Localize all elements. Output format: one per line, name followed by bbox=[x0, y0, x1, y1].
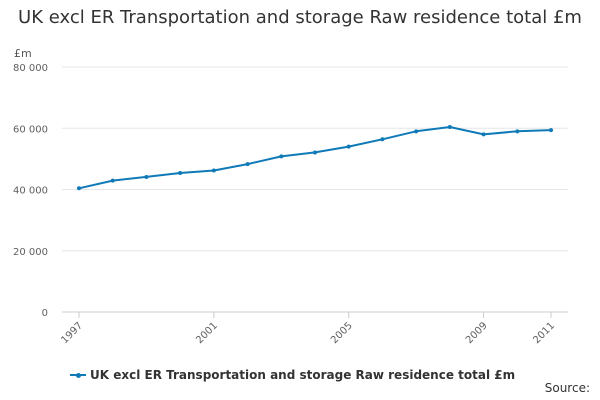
data-point bbox=[346, 144, 351, 149]
source-label: Source: bbox=[544, 381, 590, 395]
data-point bbox=[178, 170, 183, 175]
y-axis-unit-label: £m bbox=[14, 47, 32, 60]
data-point bbox=[245, 162, 250, 167]
legend-label: UK excl ER Transportation and storage Ra… bbox=[90, 368, 516, 382]
data-point bbox=[380, 137, 385, 142]
data-point bbox=[211, 168, 216, 173]
data-point bbox=[144, 174, 149, 179]
x-tick-label: 2009 bbox=[464, 320, 490, 346]
x-tick-label: 2011 bbox=[531, 320, 557, 346]
data-point bbox=[515, 129, 520, 134]
x-tick-label: 2001 bbox=[194, 320, 220, 346]
y-tick-label: 0 bbox=[42, 308, 48, 319]
data-point bbox=[77, 186, 81, 191]
data-point bbox=[313, 150, 317, 155]
series-line bbox=[78, 126, 552, 190]
chart-legend[interactable]: UK excl ER Transportation and storage Ra… bbox=[70, 366, 515, 384]
legend-line-marker-icon bbox=[70, 370, 86, 380]
data-point bbox=[110, 178, 115, 183]
x-tick-label: 2005 bbox=[329, 320, 355, 346]
data-point bbox=[481, 132, 486, 137]
y-tick-label: 60 000 bbox=[13, 124, 48, 135]
x-tick-label: 1997 bbox=[59, 320, 85, 346]
data-point bbox=[279, 154, 284, 159]
y-tick-label: 80 000 bbox=[13, 63, 48, 74]
y-tick-label: 20 000 bbox=[13, 247, 48, 258]
data-point bbox=[414, 129, 419, 134]
chart-title: UK excl ER Transportation and storage Ra… bbox=[18, 7, 582, 28]
data-point bbox=[549, 128, 553, 133]
y-tick-label: 40 000 bbox=[13, 186, 48, 197]
data-point bbox=[447, 125, 452, 130]
